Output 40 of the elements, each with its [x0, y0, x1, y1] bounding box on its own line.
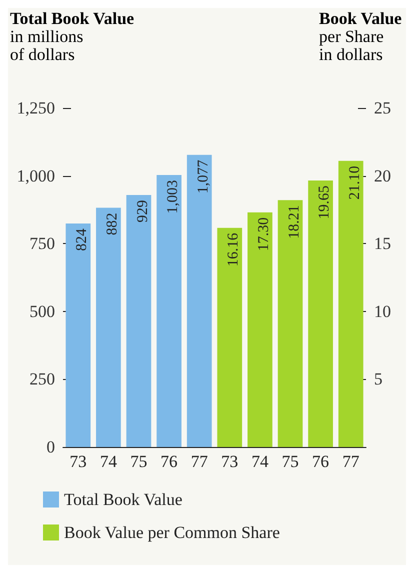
x-tick-label: 76 [160, 452, 178, 471]
data-label: 17.30 [256, 217, 272, 252]
data-label: 882 [104, 212, 120, 236]
y2-tick-label: 20 [374, 166, 391, 186]
legend-label: Book Value per Common Share [64, 523, 280, 542]
legend-label: Total Book Value [64, 490, 182, 509]
x-tick-label: 73 [70, 452, 87, 471]
data-label: 824 [74, 228, 90, 252]
x-tick-label: 77 [342, 452, 360, 471]
y-tick-label: 250 [30, 370, 55, 389]
data-label: 16.16 [226, 232, 242, 267]
data-label: 1,077 [195, 159, 212, 194]
y2-tick-label: 25 [374, 98, 391, 118]
data-label: 21.10 [346, 166, 363, 200]
x-tick-label: 75 [282, 452, 299, 471]
y-tick-label: 0 [46, 438, 55, 456]
x-tick-label: 76 [312, 452, 330, 471]
bar [338, 160, 364, 447]
y2-tick-label: 15 [374, 234, 391, 254]
x-tick-label: 74 [100, 452, 118, 471]
y2-tick-label: 10 [374, 302, 391, 321]
y-tick-label: 1,250 [16, 98, 55, 118]
x-tick-label: 74 [251, 452, 269, 471]
data-label: 1,003 [165, 180, 182, 214]
bar [308, 180, 333, 447]
y2-axis-title: Book Value per Share in dollars [319, 9, 402, 64]
y-tick-label: 1,000 [16, 166, 55, 186]
data-label: 929 [134, 200, 151, 223]
bar [217, 228, 242, 447]
bar [248, 212, 272, 447]
x-tick-label: 73 [221, 452, 238, 471]
x-tick-label: 75 [130, 452, 148, 471]
y-tick-label: 500 [30, 302, 55, 321]
data-label: 19.65 [316, 186, 333, 220]
bar [278, 200, 303, 447]
y-tick-label: 750 [30, 234, 55, 254]
y-axis-title: Total Book Value in millions of dollars [10, 9, 135, 64]
x-tick-label: 77 [190, 452, 208, 471]
data-label: 18.21 [286, 205, 302, 239]
y2-tick-label: 5 [374, 370, 382, 389]
